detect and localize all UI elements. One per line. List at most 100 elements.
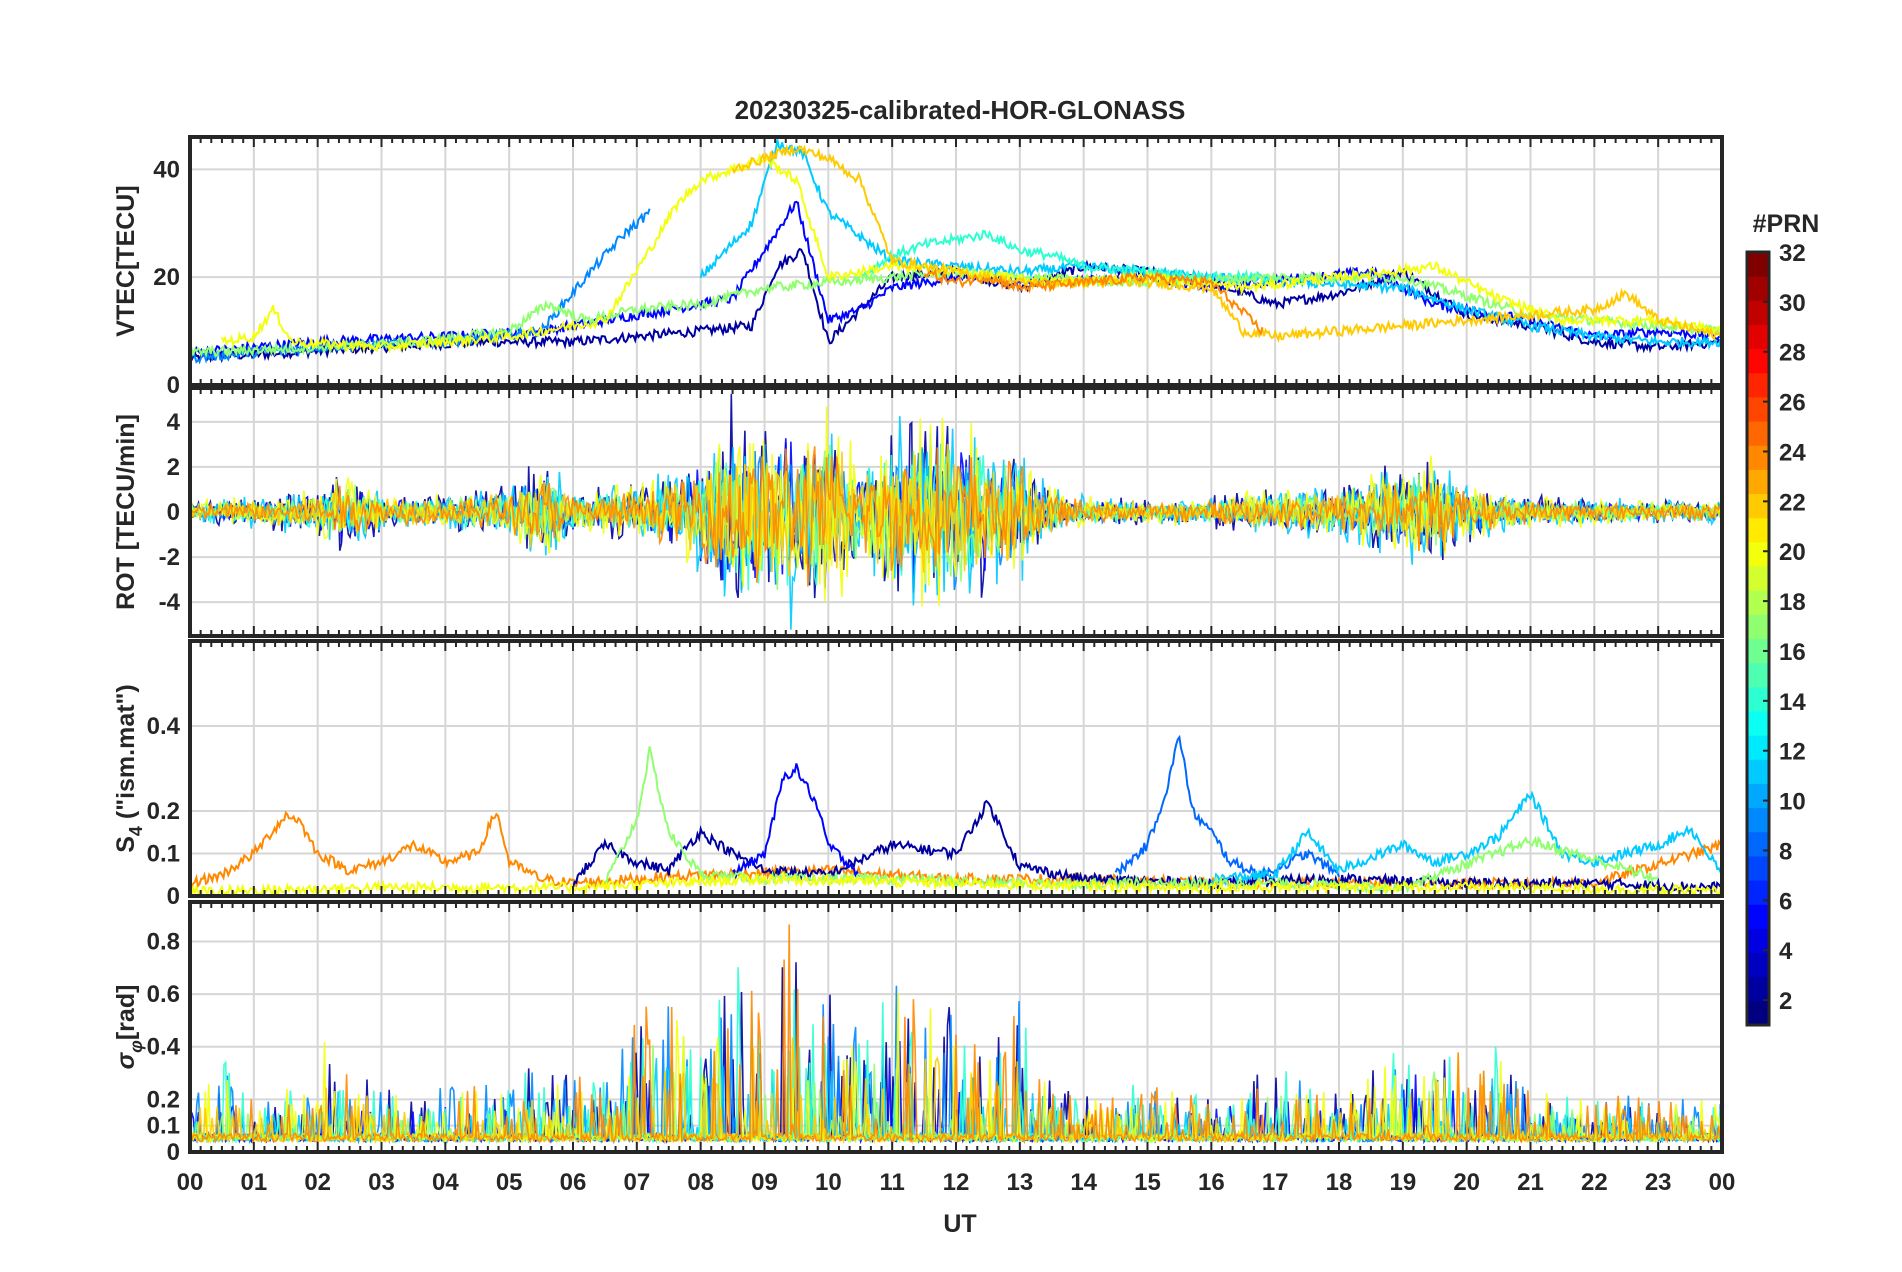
series-prn-24	[190, 446, 1722, 587]
x-tick-label: 23	[1645, 1169, 1672, 1196]
colorbar-segment	[1747, 686, 1769, 712]
y-tick-label: 0.2	[147, 798, 180, 825]
panel-s4-data	[190, 734, 1722, 896]
y-tick-label: 0.1	[147, 841, 180, 868]
colorbar-label: #PRN	[1753, 210, 1820, 238]
colorbar-segment	[1747, 928, 1769, 954]
colorbar-segment	[1747, 493, 1769, 519]
colorbar-segment	[1747, 566, 1769, 591]
colorbar-segment	[1747, 421, 1769, 446]
y-tick-label: -2	[159, 544, 180, 571]
colorbar-segment	[1747, 324, 1769, 350]
colorbar-tick-label: 28	[1779, 340, 1806, 367]
x-tick-label: 01	[240, 1169, 267, 1196]
colorbar-tick-label: 24	[1779, 439, 1806, 466]
colorbar-segment	[1747, 952, 1769, 978]
colorbar-frame	[1745, 250, 1771, 1027]
x-tick-label: 11	[879, 1169, 904, 1196]
colorbar-segment	[1747, 904, 1769, 929]
x-tick-label: 14	[1070, 1169, 1097, 1196]
colorbar-tick-label: 8	[1779, 838, 1792, 865]
y-tick-label: 0	[167, 372, 180, 399]
x-tick-label: 22	[1581, 1169, 1608, 1196]
chart-title: 20230325-calibrated-HOR-GLONASS	[735, 95, 1186, 125]
panel-vtec: 0 20 40 VTEC[TECU]	[112, 135, 1724, 399]
colorbar-segment	[1747, 614, 1769, 639]
y-tick-label: 0.1	[147, 1113, 180, 1140]
colorbar-tick-label: 30	[1779, 290, 1806, 317]
y-tick-label: 40	[153, 156, 180, 183]
panel-s4: 0 0.1 0.2 0.4S4 ("ism.mat")	[112, 639, 1724, 910]
colorbar-segment	[1747, 759, 1769, 784]
colorbar-segment	[1747, 300, 1769, 325]
colorbar-segment	[1747, 590, 1769, 615]
colorbar-tick-label: 32	[1779, 240, 1806, 267]
colorbar-tick-label: 20	[1779, 539, 1806, 566]
series-prn-24	[190, 924, 1722, 1145]
series-prn-24	[923, 267, 1264, 337]
panel-s4-ylabel: S4 ("ism.mat")	[112, 684, 146, 853]
x-tick-label: 05	[496, 1169, 523, 1196]
x-tick-label: 13	[1006, 1169, 1033, 1196]
colorbar-segment	[1747, 396, 1769, 422]
panel-sigma-ticks	[189, 902, 1723, 1152]
y-tick-label: 20	[153, 264, 180, 291]
panel-vtec-ylabel: VTEC[TECU]	[112, 185, 140, 336]
colorbar-segment	[1747, 710, 1769, 736]
y-tick-label: 0	[167, 499, 180, 526]
y-tick-label: 0	[167, 1139, 180, 1166]
y-tick-label: 0	[167, 883, 180, 910]
y-tick-label: 0.4	[147, 1034, 181, 1061]
colorbar-segment	[1747, 783, 1769, 809]
colorbar-segment	[1747, 517, 1769, 543]
colorbar-segment	[1747, 276, 1769, 301]
x-tick-label: 00	[1709, 1169, 1736, 1196]
colorbar-tick-label: 2	[1779, 988, 1792, 1015]
series-prn-5	[732, 763, 861, 880]
x-tick-label: 07	[623, 1169, 650, 1196]
colorbar-segment	[1747, 976, 1769, 1002]
series-prn-22	[190, 443, 1722, 577]
y-tick-label: 2	[167, 454, 180, 481]
panel-vtec-data	[190, 139, 1722, 365]
y-tick-label: 0.8	[147, 928, 180, 955]
ylabel-main: S	[112, 836, 140, 853]
colorbar-segment	[1747, 348, 1769, 374]
panel-vtec-ticks	[189, 137, 1723, 385]
panel-rot-data	[190, 393, 1722, 630]
colorbar-tick-label: 6	[1779, 888, 1792, 915]
ylabel-sub: φ	[126, 1040, 146, 1053]
y-tick-label: 0.2	[147, 1086, 180, 1113]
x-tick-label: 06	[560, 1169, 587, 1196]
colorbar-segment	[1747, 252, 1769, 277]
x-tick-label: 02	[304, 1169, 331, 1196]
x-tick-label: 08	[687, 1169, 714, 1196]
x-tick-label: 19	[1389, 1169, 1416, 1196]
series-prn-11	[1210, 790, 1722, 887]
colorbar-tick-label: 10	[1779, 789, 1806, 816]
y-tick-label: -4	[159, 589, 181, 616]
x-tick-label: 04	[432, 1169, 459, 1196]
panel-sigma-data	[190, 924, 1722, 1145]
ylabel-rest: [rad]	[112, 985, 140, 1041]
panel-s4-ticks	[189, 641, 1723, 896]
colorbar-tick-label: 14	[1779, 689, 1806, 716]
y-tick-label: 4	[167, 409, 181, 436]
series-prn-17	[190, 264, 1722, 359]
x-tick-label: 17	[1262, 1169, 1289, 1196]
x-tick-label: 10	[815, 1169, 842, 1196]
colorbar-tick-label: 18	[1779, 589, 1806, 616]
y-tick-label: 0.4	[147, 713, 181, 740]
x-tick-label: 20	[1453, 1169, 1480, 1196]
series-prn-9	[190, 208, 651, 365]
panel-rot-ticks	[189, 388, 1723, 636]
x-axis-tick-labels: 00 01 02 03 04 05 06 07 08 09 10 11 12 13 14 15 16 17 18 19…	[177, 1169, 1736, 1196]
panel-sigma-ylabel: σφ[rad]	[112, 985, 146, 1070]
colorbar-segment	[1747, 807, 1769, 833]
colorbar-tick-label: 16	[1779, 639, 1806, 666]
series-prn-8	[1114, 734, 1340, 880]
colorbar-segment	[1747, 372, 1769, 398]
colorbar-tick-label: 22	[1779, 489, 1806, 516]
series-prn-22	[731, 143, 1722, 343]
